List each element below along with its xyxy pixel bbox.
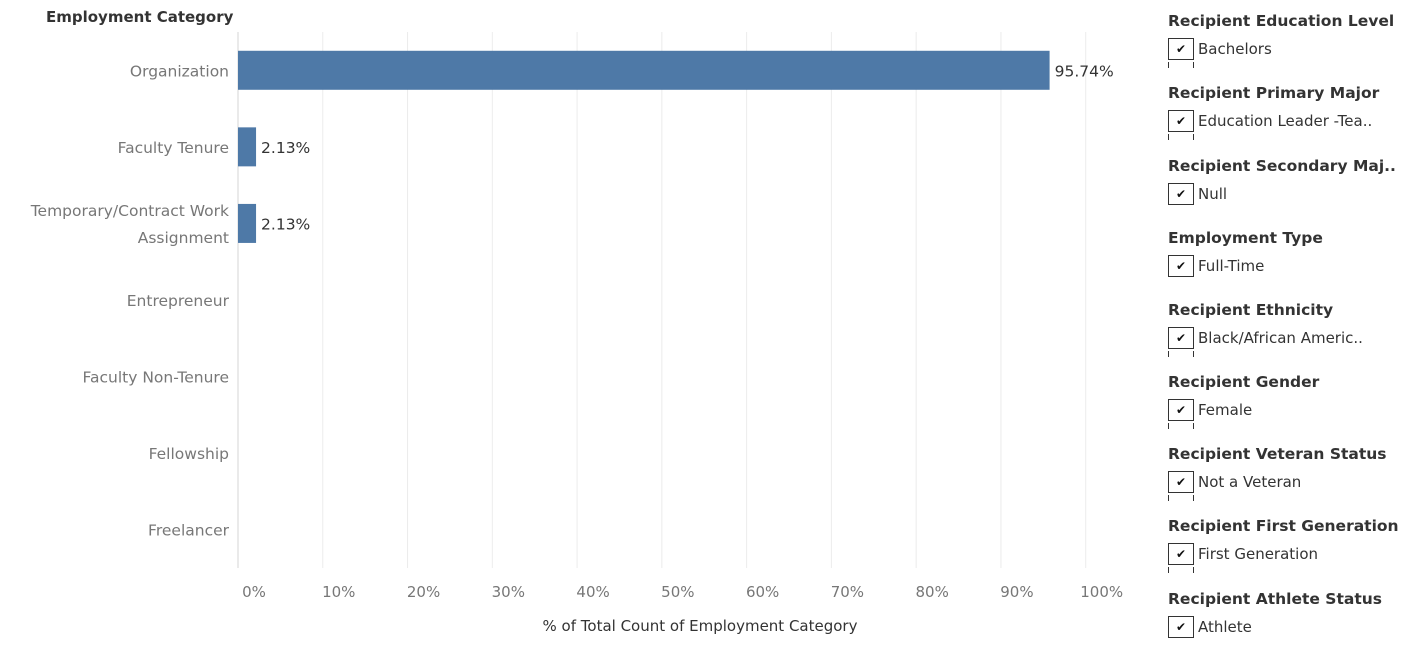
bar-chart: 0% 10% 20% 30% 40% 50% 60% 70% 80% 90% 100% Organiz… — [30, 32, 1123, 601]
filter-option-label: Black/African Americ.. — [1198, 329, 1363, 347]
filter-option[interactable]: ✔ Education Leader -Tea.. — [1168, 110, 1372, 132]
x-axis-title: % of Total Count of Employment Category — [542, 617, 858, 635]
x-tick-label: 100% — [1080, 583, 1123, 601]
x-tick-label: 70% — [831, 583, 864, 601]
category-label: Faculty Non-Tenure — [83, 369, 229, 387]
filter-title: Recipient Gender — [1168, 373, 1320, 391]
x-tick-label: 20% — [407, 583, 440, 601]
x-tick-label: 40% — [576, 583, 609, 601]
bar — [238, 203, 257, 243]
checkbox-checked-icon[interactable]: ✔ — [1168, 38, 1194, 60]
filter-title: Recipient Athlete Status — [1168, 590, 1382, 608]
x-tick-label: 10% — [322, 583, 355, 601]
checkbox-checked-icon[interactable]: ✔ — [1168, 543, 1194, 565]
filter-option[interactable]: ✔ Female — [1168, 399, 1252, 421]
checkbox-checked-icon[interactable]: ✔ — [1168, 399, 1194, 421]
filter-option[interactable]: ✔ Full-Time — [1168, 255, 1264, 277]
category-label: Faculty Tenure — [118, 139, 229, 157]
x-tick-label: 80% — [915, 583, 948, 601]
filter-list-overflow — [1168, 423, 1194, 429]
filter-education-level: Recipient Education Level ✔ Bachelors — [1168, 12, 1408, 72]
checkbox-checked-icon[interactable]: ✔ — [1168, 471, 1194, 493]
filter-option[interactable]: ✔ Null — [1168, 183, 1227, 205]
filter-athlete-status: Recipient Athlete Status ✔ Athlete — [1168, 590, 1408, 650]
filter-option[interactable]: ✔ Black/African Americ.. — [1168, 327, 1363, 349]
checkbox-checked-icon[interactable]: ✔ — [1168, 616, 1194, 638]
filter-list-overflow — [1168, 62, 1194, 68]
filter-option[interactable]: ✔ First Generation — [1168, 543, 1318, 565]
filter-option[interactable]: ✔ Athlete — [1168, 616, 1252, 638]
filter-list-overflow — [1168, 495, 1194, 501]
filter-ethnicity: Recipient Ethnicity ✔ Black/African Amer… — [1168, 301, 1408, 361]
filter-option-label: Athlete — [1198, 618, 1252, 636]
filter-veteran-status: Recipient Veteran Status ✔ Not a Veteran — [1168, 445, 1408, 505]
filter-title: Recipient First Generation — [1168, 517, 1399, 535]
x-tick-label: 30% — [492, 583, 525, 601]
data-label: 2.13% — [261, 215, 310, 233]
checkbox-checked-icon[interactable]: ✔ — [1168, 183, 1194, 205]
filter-option-label: Null — [1198, 185, 1228, 203]
filter-title: Employment Type — [1168, 229, 1323, 247]
category-label: Entrepreneur — [127, 292, 230, 310]
x-tick-label: 0% — [242, 583, 266, 601]
checkbox-checked-icon[interactable]: ✔ — [1168, 110, 1194, 132]
x-tick-label: 50% — [661, 583, 694, 601]
filter-option-label: Not a Veteran — [1198, 473, 1302, 491]
x-tick-label: 90% — [1000, 583, 1033, 601]
filter-option-label: First Generation — [1198, 545, 1319, 563]
filter-list-overflow — [1168, 134, 1194, 140]
filter-secondary-major: Recipient Secondary Maj.. ✔ Null — [1168, 157, 1408, 217]
filter-title: Recipient Veteran Status — [1168, 445, 1387, 463]
filter-title: Recipient Ethnicity — [1168, 301, 1334, 319]
filter-list-overflow — [1168, 567, 1194, 573]
filter-gender: Recipient Gender ✔ Female — [1168, 373, 1408, 433]
filter-title: Recipient Secondary Maj.. — [1168, 157, 1396, 175]
filter-title: Recipient Education Level — [1168, 12, 1395, 30]
filter-option-label: Female — [1198, 401, 1253, 419]
filter-primary-major: Recipient Primary Major ✔ Education Lead… — [1168, 84, 1408, 144]
category-label: Fellowship — [149, 445, 229, 463]
data-label: 95.74% — [1055, 62, 1114, 80]
x-tick-label: 60% — [746, 583, 779, 601]
filter-employment-type: Employment Type ✔ Full-Time — [1168, 229, 1408, 289]
category-label: Organization — [130, 62, 229, 80]
category-label: Temporary/Contract Work — [30, 202, 229, 220]
filter-option-label: Education Leader -Tea.. — [1198, 112, 1373, 130]
category-label: Freelancer — [148, 522, 230, 540]
filter-option[interactable]: ✔ Bachelors — [1168, 38, 1272, 60]
category-label: Assignment — [138, 229, 229, 247]
bar — [238, 127, 257, 167]
filter-option-label: Bachelors — [1198, 40, 1272, 58]
checkbox-checked-icon[interactable]: ✔ — [1168, 327, 1194, 349]
data-label: 2.13% — [261, 139, 310, 157]
filter-option[interactable]: ✔ Not a Veteran — [1168, 471, 1301, 493]
filter-first-generation: Recipient First Generation ✔ First Gener… — [1168, 517, 1408, 577]
filter-title: Recipient Primary Major — [1168, 84, 1380, 102]
filter-list-overflow — [1168, 351, 1194, 357]
filter-option-label: Full-Time — [1198, 257, 1265, 275]
bar — [238, 50, 1050, 90]
row-header: Employment Category — [46, 8, 234, 26]
checkbox-checked-icon[interactable]: ✔ — [1168, 255, 1194, 277]
